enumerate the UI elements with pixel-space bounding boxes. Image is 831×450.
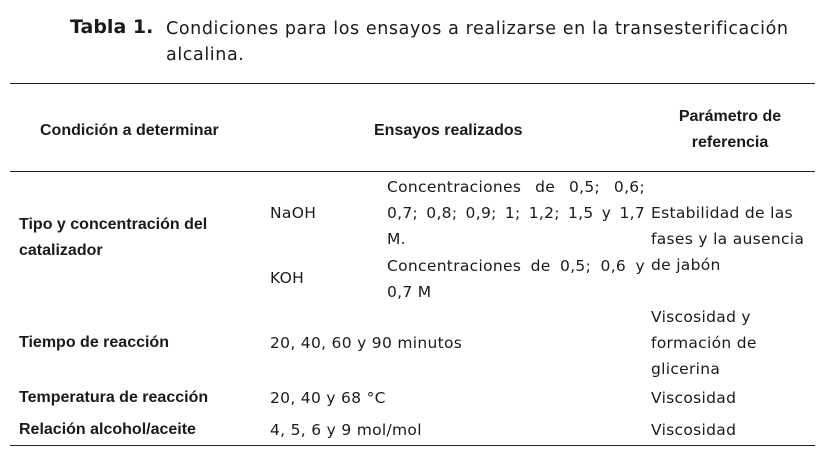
reference-temperature: Viscosidad [651, 389, 737, 407]
caption-text: Condiciones para los ensayos a realizars… [166, 19, 789, 65]
header-bottom-rule [10, 171, 815, 172]
header-condition: Condición a determinar [40, 122, 219, 139]
row-condition-time: Tiempo de reacción [19, 334, 169, 351]
reference-catalyst: Estabilidad de las fases y la ausencia d… [651, 204, 805, 274]
catalyst-naoh-detail: Concentraciones de 0,5; 0,6; 0,7; 0,8; 0… [387, 178, 645, 248]
tests-time: 20, 40, 60 y 90 minutos [270, 334, 463, 352]
catalyst-koh: KOH [270, 269, 305, 287]
row-condition-catalyst: Tipo y concentración del catalizador [19, 216, 208, 259]
row-condition-ratio: Relación alcohol/aceite [19, 421, 196, 438]
catalyst-koh-detail: Concentraciones de 0,5; 0,6 y 0,7 M [387, 257, 645, 301]
table-top-rule [10, 83, 815, 84]
header-tests: Ensayos realizados [374, 122, 523, 139]
header-reference: Parámetro de referencia [678, 108, 782, 151]
tests-temperature: 20, 40 y 68 °C [270, 389, 386, 407]
reference-time: Viscosidad y formación de glicerina [651, 308, 757, 378]
reference-ratio: Viscosidad [651, 421, 737, 439]
table-bottom-rule [10, 445, 815, 446]
catalyst-naoh: NaOH [270, 204, 317, 222]
caption-label: Tabla 1. [70, 16, 154, 38]
tests-ratio: 4, 5, 6 y 9 mol/mol [270, 421, 422, 439]
row-condition-temperature: Temperatura de reacción [19, 389, 209, 406]
